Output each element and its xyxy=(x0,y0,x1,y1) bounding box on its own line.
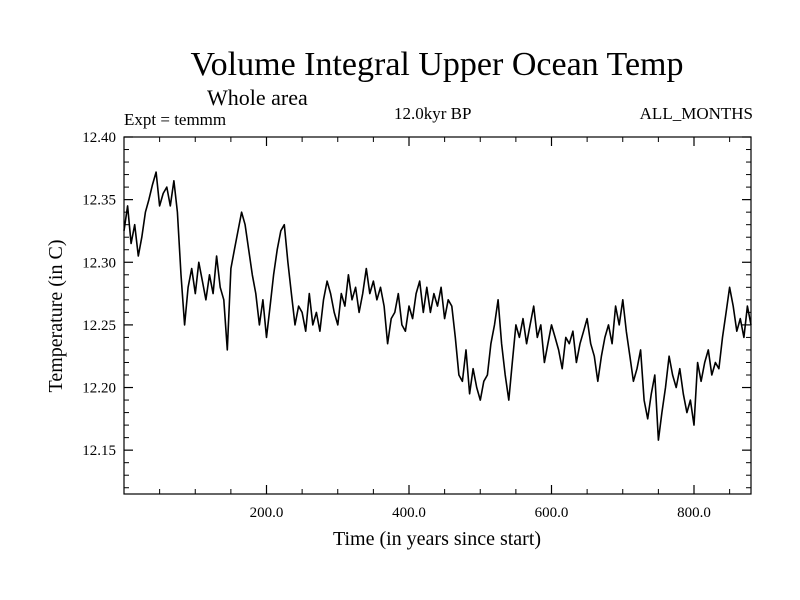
period-label: 12.0kyr BP xyxy=(394,104,472,123)
y-tick-label: 12.40 xyxy=(82,130,116,146)
y-tick-label: 12.35 xyxy=(82,193,116,209)
months-label: ALL_MONTHS xyxy=(639,104,753,123)
x-axis: 200.0 400.0 600.0 800.0 xyxy=(159,137,731,521)
x-axis-label: Time (in years since start) xyxy=(333,528,541,550)
plot-frame xyxy=(123,136,752,495)
y-tick-label: 12.15 xyxy=(82,443,116,459)
x-tick-label: 600.0 xyxy=(535,505,569,521)
x-tick-label: 200.0 xyxy=(250,505,284,521)
y-tick-label: 12.30 xyxy=(82,255,116,271)
y-tick-label: 12.25 xyxy=(82,318,116,334)
chart-title: Volume Integral Upper Ocean Temp xyxy=(190,46,684,83)
x-tick-label: 800.0 xyxy=(677,505,711,521)
y-axis: 12.15 12.20 12.25 12.30 12.35 12.40 xyxy=(82,130,751,489)
x-tick-label: 400.0 xyxy=(392,505,426,521)
y-tick-label: 12.20 xyxy=(82,381,116,397)
experiment-label: Expt = temmm xyxy=(124,110,227,129)
chart-subtitle: Whole area xyxy=(207,85,308,110)
temperature-series-line xyxy=(123,171,752,441)
y-axis-label: Temperature (in C) xyxy=(45,240,67,393)
